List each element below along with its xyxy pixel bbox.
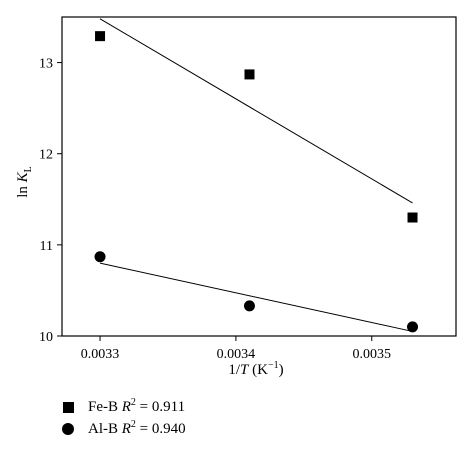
data-point-fe-b: [244, 69, 255, 80]
y-tick-label: 10: [39, 330, 53, 345]
x-tick-label: 0.0035: [353, 347, 392, 362]
y-tick-label: 12: [39, 148, 53, 163]
fit-line-fe-b: [99, 18, 413, 204]
legend-label-al-b: Al-B R2 = 0.940: [88, 419, 186, 438]
x-tick-label: 0.0033: [81, 347, 120, 362]
x-tick-label: 0.0034: [217, 347, 256, 362]
legend-item-al-b: Al-B R2 = 0.940: [62, 418, 186, 440]
plot-area: 0.0033 0.0034 0.0035 10 11 12 13: [39, 16, 457, 362]
legend: Fe-B R2 = 0.911 Al-B R2 = 0.940: [62, 396, 186, 440]
data-point-al-b: [94, 251, 106, 263]
data-point-al-b: [243, 300, 255, 312]
data-point-fe-b: [407, 212, 418, 223]
y-tick-label: 13: [39, 57, 53, 72]
data-point-al-b: [407, 321, 419, 333]
square-marker-icon: [62, 401, 84, 413]
plot-frame: [61, 16, 457, 337]
circle-marker-icon: [62, 423, 84, 435]
data-point-fe-b: [95, 31, 106, 42]
y-tick-label: 11: [40, 239, 53, 254]
y-axis-label: ln KL: [15, 166, 34, 198]
fit-line-al-b: [99, 262, 413, 332]
legend-item-fe-b: Fe-B R2 = 0.911: [62, 396, 186, 418]
legend-label-fe-b: Fe-B R2 = 0.911: [88, 397, 186, 416]
x-axis-label: 1/T (K−1): [228, 360, 283, 378]
chart-svg: 0.0033 0.0034 0.0035 10 11 12 13 ln KL 1/T (K−…: [15, 16, 457, 378]
